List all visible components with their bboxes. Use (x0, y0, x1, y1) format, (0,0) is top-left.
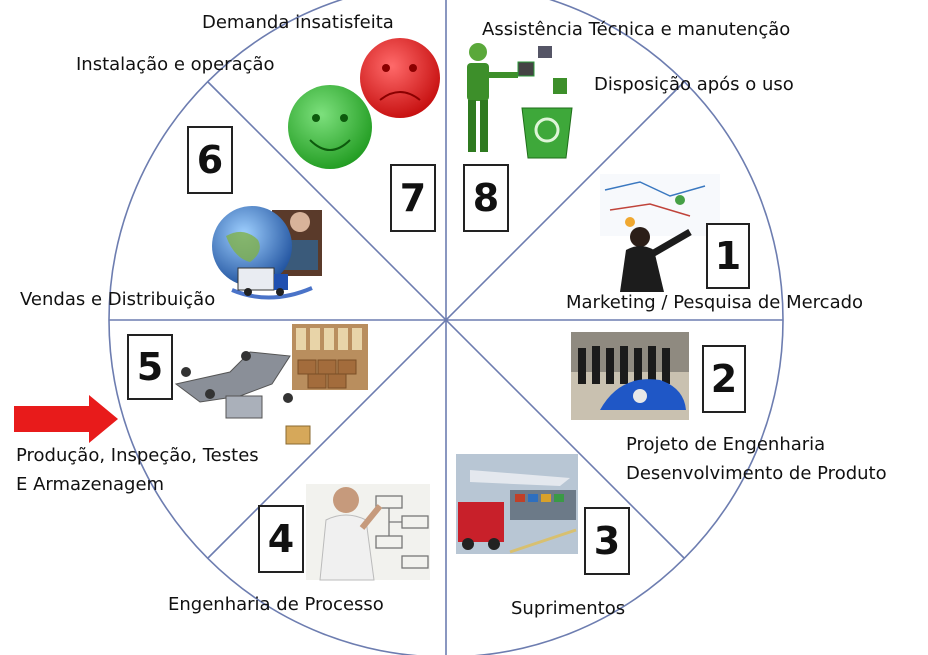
globe-distribution-icon (212, 206, 322, 300)
stage-7-label-demand: Demanda insatisfeita (202, 12, 394, 33)
stage-2-label-line-2: Desenvolvimento de Produto (626, 463, 887, 484)
engineering-team-car-icon (571, 332, 689, 420)
stage-3-label: Suprimentos (511, 598, 626, 619)
stage-6-number-box: 6 (187, 126, 233, 194)
recycling-figure-icon (467, 43, 573, 159)
stage-5-number-box: 5 (127, 334, 173, 400)
production-conveyor-icon (174, 324, 368, 445)
stage-7-number-box: 7 (390, 164, 436, 232)
stage-1-number-box: 1 (706, 223, 750, 289)
stage-3-number-box: 3 (584, 507, 630, 575)
stage-2-number-box: 2 (702, 345, 746, 413)
happy-sad-faces-icon (288, 38, 440, 169)
stage-8-number-box: 8 (463, 164, 509, 232)
logistics-truck-ship-icon (456, 454, 578, 554)
stage-8-label-disposal: Disposição após o uso (594, 74, 794, 95)
right-arrow-red-icon (14, 395, 118, 443)
stage-6-label: Vendas e Distribuição (20, 289, 216, 310)
stage-4-label: Engenharia de Processo (168, 594, 384, 615)
stage-1-label: Marketing / Pesquisa de Mercado (566, 292, 864, 313)
stage-5-label-line-1: Produção, Inspeção, Testes (16, 445, 259, 466)
stage-7-label-installation: Instalação e operação (76, 54, 275, 75)
stage-8-label-assistance: Assistência Técnica e manutenção (482, 19, 791, 40)
stage-5-label-line-2: E Armazenagem (16, 474, 165, 495)
marketing-whiteboard-icon (600, 174, 720, 292)
wheel-outline (108, 0, 784, 655)
process-engineering-icon (306, 484, 430, 581)
stage-4-number-box: 4 (258, 505, 304, 573)
stage-2-label-line-1: Projeto de Engenharia (626, 434, 826, 455)
